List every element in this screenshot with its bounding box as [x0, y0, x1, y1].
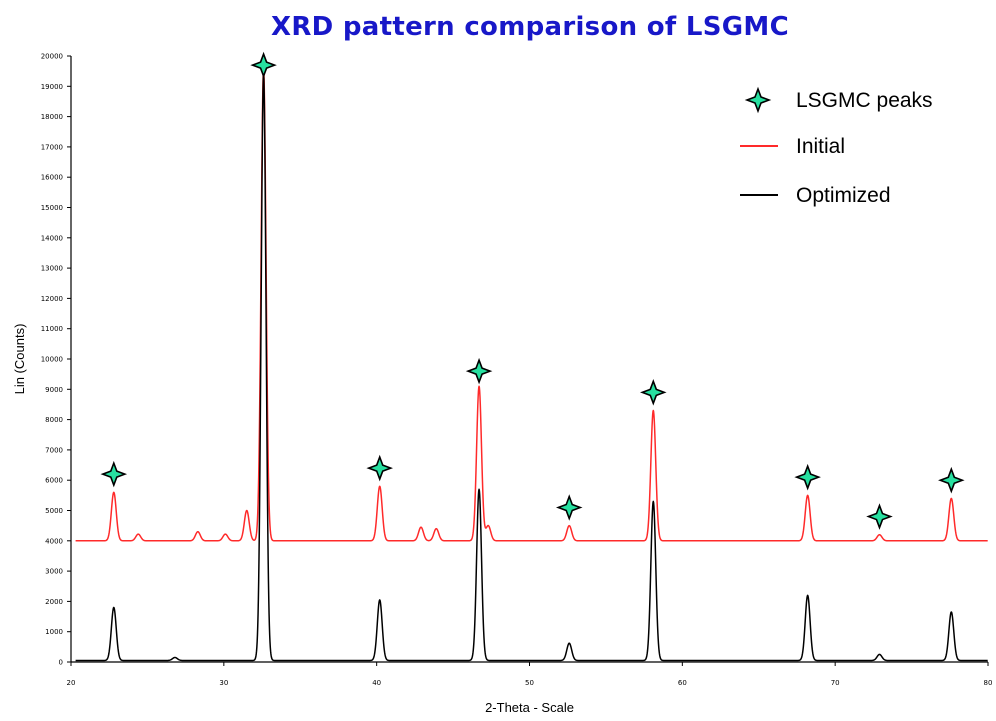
- x-axis-label: 2-Theta - Scale: [485, 700, 574, 715]
- y-tick-label: 7000: [45, 446, 63, 454]
- lsgmc-peak-marker: [555, 494, 583, 521]
- series-line-initial: [75, 67, 989, 542]
- y-tick-label: 4000: [45, 537, 63, 545]
- y-tick-label: 3000: [45, 568, 63, 576]
- y-tick-label: 13000: [41, 265, 63, 273]
- y-tick-label: 11000: [41, 325, 63, 333]
- lsgmc-peak-marker: [100, 460, 128, 488]
- y-tick-label: 2000: [45, 598, 63, 606]
- y-tick-label: 8000: [45, 416, 63, 424]
- x-tick-label: 50: [525, 679, 534, 687]
- y-tick-label: 19000: [41, 83, 63, 91]
- y-tick-label: 9000: [45, 386, 63, 394]
- lsgmc-peak-marker: [794, 463, 821, 491]
- series-line-optimized: [75, 73, 989, 662]
- x-tick-label: 60: [678, 679, 687, 687]
- series-optimized: [75, 73, 989, 662]
- lsgmc-peak-marker: [938, 466, 965, 494]
- y-tick-label: 18000: [41, 113, 63, 121]
- legend-label-lsgmc: LSGMC peaks: [796, 89, 933, 112]
- y-tick-label: 17000: [41, 143, 63, 151]
- y-tick-label: 20000: [41, 53, 63, 61]
- x-tick-label: 80: [984, 679, 993, 687]
- x-tick-label: 70: [831, 679, 840, 687]
- y-tick-label: 0: [59, 659, 63, 667]
- legend: LSGMC peaks Initial Optimized: [740, 86, 933, 207]
- x-tick-label: 30: [219, 679, 228, 687]
- legend-lsgmc-marker: [744, 86, 772, 114]
- lsgmc-peak-marker: [866, 503, 893, 530]
- chart-title: XRD pattern comparison of LSGMC: [270, 12, 789, 42]
- lsgmc-peak-marker: [366, 454, 394, 482]
- x-tick-label: 40: [372, 679, 381, 687]
- y-tick-label: 16000: [41, 174, 63, 182]
- lsgmc-peak-marker: [465, 357, 493, 385]
- series-initial: [75, 67, 989, 542]
- lsgmc-peak-marker: [250, 51, 277, 79]
- legend-label-optimized: Optimized: [796, 184, 891, 207]
- lsgmc-peak-markers: [100, 51, 965, 530]
- y-tick-label: 14000: [41, 234, 63, 242]
- y-axis-label: Lin (Counts): [12, 324, 27, 395]
- y-tick-label: 15000: [41, 204, 63, 212]
- y-tick-label: 1000: [45, 628, 63, 636]
- x-tick-label: 20: [67, 679, 76, 687]
- y-tick-label: 10000: [41, 356, 63, 364]
- legend-label-initial: Initial: [796, 135, 845, 158]
- lsgmc-peak-marker: [640, 379, 667, 406]
- y-tick-label: 6000: [45, 477, 63, 485]
- y-tick-label: 5000: [45, 507, 63, 515]
- y-tick-label: 12000: [41, 295, 63, 303]
